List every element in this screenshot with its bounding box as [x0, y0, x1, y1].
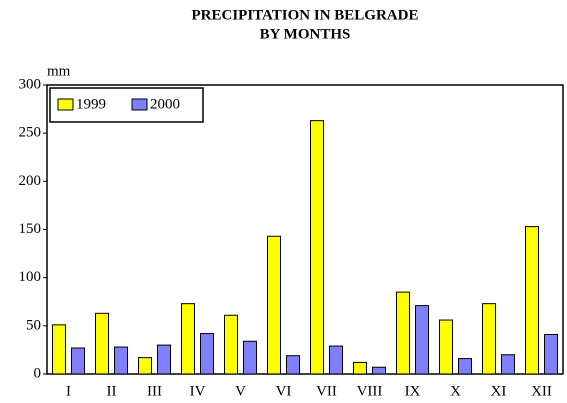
bar	[353, 361, 367, 375]
x-tick-label: VIII	[357, 383, 383, 399]
y-tick-label: 100	[19, 269, 42, 285]
y-tick-label: 0	[34, 365, 42, 381]
y-tick-label: 300	[19, 76, 42, 92]
y-tick-label: 200	[19, 173, 42, 189]
bar	[71, 347, 85, 375]
x-tick-label: IX	[405, 383, 421, 399]
bar	[224, 314, 238, 375]
legend-box	[49, 87, 204, 123]
bar	[181, 303, 195, 375]
x-tick-label: VII	[316, 383, 337, 399]
legend-swatch	[57, 98, 74, 111]
legend-label: 1999	[76, 96, 106, 112]
bar	[372, 366, 386, 375]
legend-label: 2000	[150, 96, 180, 112]
x-tick-label: XII	[531, 383, 552, 399]
x-tick-label: X	[450, 383, 461, 399]
bar	[157, 344, 171, 375]
y-tick-label: 250	[19, 125, 42, 141]
x-tick-label: VI	[276, 383, 292, 399]
x-tick-label: V	[235, 383, 246, 399]
y-tick-label: 150	[19, 221, 42, 237]
bar	[200, 333, 214, 375]
x-tick-label: III	[147, 383, 162, 399]
x-tick-label: I	[66, 383, 71, 399]
bar	[482, 303, 496, 375]
x-tick-label: II	[107, 383, 117, 399]
bar	[501, 354, 515, 375]
bar	[114, 346, 128, 375]
bar	[439, 319, 453, 375]
bar	[544, 334, 558, 375]
chart-title: PRECIPITATION IN BELGRADE	[192, 7, 419, 23]
bar	[415, 305, 429, 375]
x-tick-label: IV	[190, 383, 206, 399]
bar	[458, 358, 472, 375]
bar	[286, 355, 300, 375]
bar	[310, 120, 324, 375]
chart-title: BY MONTHS	[260, 26, 351, 42]
bar	[52, 324, 66, 375]
y-axis-label: mm	[47, 63, 71, 79]
bar	[243, 340, 257, 375]
x-tick-label: XI	[491, 383, 507, 399]
bar	[138, 357, 152, 375]
bar	[525, 226, 539, 375]
bar	[329, 345, 343, 375]
bar	[267, 235, 281, 375]
bar	[95, 312, 109, 375]
y-tick-label: 50	[26, 317, 41, 333]
legend-swatch	[131, 98, 148, 111]
bar	[396, 291, 410, 375]
